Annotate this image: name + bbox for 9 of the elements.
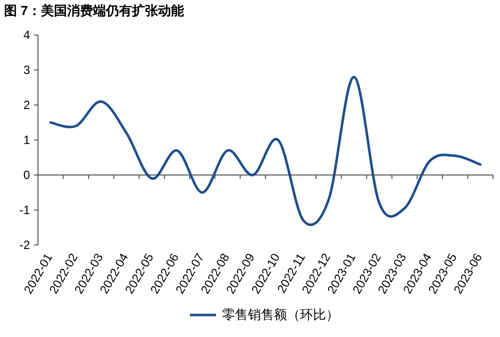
- y-tick-label: 0: [23, 168, 30, 182]
- y-tick-label: -2: [19, 238, 30, 252]
- y-tick-label: 4: [23, 28, 30, 42]
- chart-title: 图 7：美国消费端仍有扩张动能: [4, 3, 185, 18]
- legend-label: 零售销售额（环比）: [222, 307, 339, 322]
- y-tick-label: -1: [19, 203, 30, 217]
- y-tick-label: 3: [23, 63, 30, 77]
- y-tick-label: 2: [23, 98, 30, 112]
- y-tick-label: 1: [23, 133, 30, 147]
